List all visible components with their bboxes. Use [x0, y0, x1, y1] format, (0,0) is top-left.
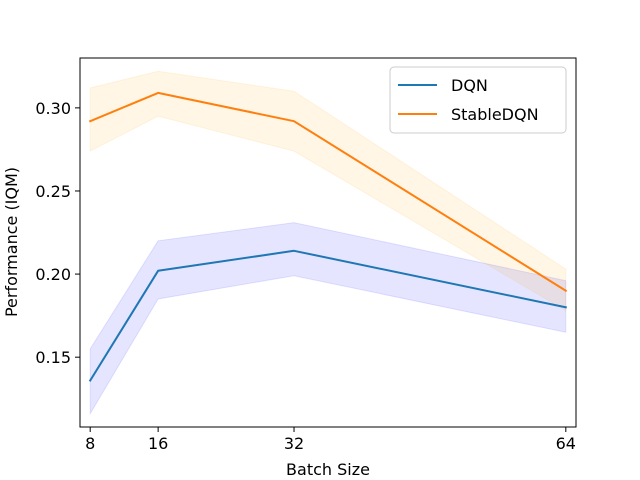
- y-tick-label: 0.30: [35, 99, 71, 118]
- legend-label-0: DQN: [451, 76, 488, 95]
- confidence-bands: [89, 70, 567, 416]
- legend: DQN StableDQN: [389, 66, 567, 134]
- x-tick-label: 8: [85, 434, 95, 453]
- y-axis-label: Performance (IQM): [2, 167, 21, 317]
- confidence-band-0: [89, 222, 567, 416]
- x-axis-ticks: 8 16 32 64: [85, 427, 576, 453]
- y-tick-label: 0.25: [35, 182, 71, 201]
- legend-label-1: StableDQN: [451, 105, 539, 124]
- y-tick-label: 0.15: [35, 348, 71, 367]
- series-lines: [88, 91, 568, 382]
- x-tick-label: 16: [148, 434, 168, 453]
- plot-frame: [79, 57, 577, 428]
- x-axis-label: Batch Size: [286, 460, 370, 479]
- confidence-band-1: [89, 70, 567, 312]
- series-line-1: [88, 91, 568, 293]
- series-line-0: [88, 249, 567, 382]
- legend-box: [389, 66, 567, 134]
- y-tick-label: 0.20: [35, 265, 71, 284]
- x-tick-label: 64: [556, 434, 576, 453]
- x-tick-label: 32: [284, 434, 304, 453]
- y-axis-ticks: 0.15 0.20 0.25 0.30: [35, 99, 80, 367]
